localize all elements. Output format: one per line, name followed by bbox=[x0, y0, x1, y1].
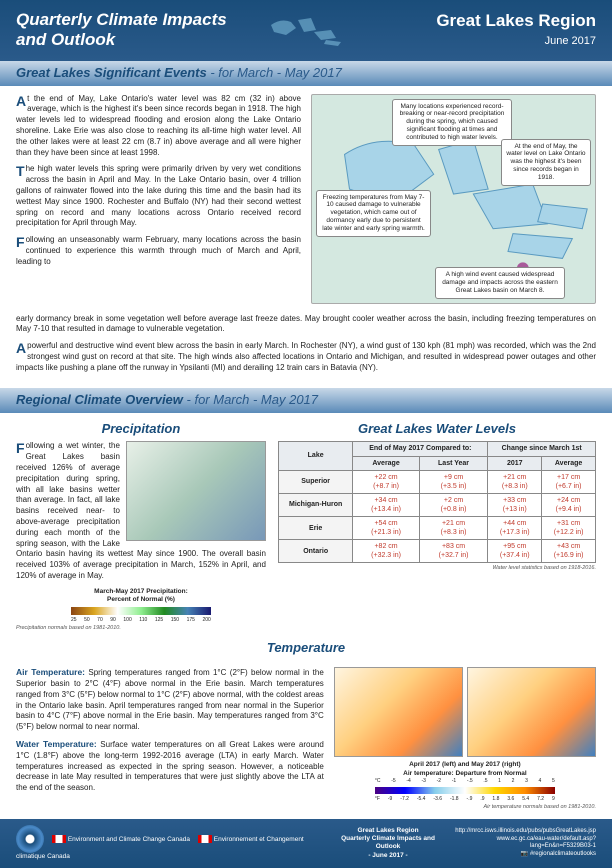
precip-caption: March-May 2017 Precipitation: Percent of… bbox=[16, 588, 266, 605]
th-change: Change since March 1st bbox=[488, 442, 596, 456]
table-row: Superior+22 cm(+8.7 in)+9 cm(+3.5 in)+21… bbox=[278, 470, 595, 493]
events-map-col: Many locations experienced record-breaki… bbox=[311, 94, 596, 304]
doc-title: Quarterly Climate Impacts and Outlook bbox=[16, 10, 227, 51]
sec2-title: Regional Climate Overview bbox=[16, 392, 183, 407]
footer-url1[interactable]: http://mrcc.isws.illinois.edu/pubs/pubsG… bbox=[443, 828, 596, 836]
precip-block: Precipitation Following a wet winter, th… bbox=[16, 421, 266, 633]
th-ly: Last Year bbox=[419, 456, 488, 470]
callout-wind: A high wind event caused widespread dama… bbox=[435, 267, 565, 298]
footer-url2[interactable]: www.ec.gc.ca/eau-water/default.asp?lang=… bbox=[443, 836, 596, 852]
events-text-col: At the end of May, Lake Ontario's water … bbox=[16, 94, 301, 304]
table-row: Michigan-Huron+34 cm(+13.4 in)+2 cm(+0.8… bbox=[278, 493, 595, 516]
th-avg: Average bbox=[353, 456, 419, 470]
events-p4: A powerful and destructive wind event bl… bbox=[16, 341, 596, 373]
events-p3-rest: early dormancy break in some vegetation … bbox=[16, 314, 596, 336]
levels-table: Lake End of May 2017 Compared to: Change… bbox=[278, 441, 596, 563]
footer-right: http://mrcc.isws.illinois.edu/pubs/pubsG… bbox=[443, 828, 596, 859]
canada-logos: Environment and Climate Change Canada En… bbox=[16, 836, 304, 860]
table-row: Lake End of May 2017 Compared to: Change… bbox=[278, 442, 595, 456]
noaa-logo-icon bbox=[16, 825, 44, 853]
th-compared: End of May 2017 Compared to: bbox=[353, 442, 488, 456]
footer-center: Great Lakes Region Quarterly Climate Imp… bbox=[333, 827, 444, 861]
temp-ticks-c: °C-5-4-3-2-1-.5.512345 bbox=[375, 778, 555, 785]
section-events-title: Great Lakes Significant Events - for Mar… bbox=[0, 61, 612, 86]
events-content: At the end of May, Lake Ontario's water … bbox=[0, 86, 612, 312]
temp-map-pair bbox=[334, 667, 596, 757]
temp-air-para: Air Temperature: Spring temperatures ran… bbox=[16, 667, 324, 733]
region-name: Great Lakes Region bbox=[436, 10, 596, 32]
events-p1: At the end of May, Lake Ontario's water … bbox=[16, 94, 301, 159]
canada-flag-icon bbox=[52, 835, 66, 843]
events-p2: The high water levels this spring were p… bbox=[16, 164, 301, 229]
levels-title: Great Lakes Water Levels bbox=[278, 421, 596, 438]
temp-footnote: Air temperature normals based on 1981-20… bbox=[334, 804, 596, 811]
temp-caption: April 2017 (left) and May 2017 (right) A… bbox=[334, 761, 596, 778]
table-row: Erie+54 cm(+21.3 in)+21 cm(+8.3 in)+44 c… bbox=[278, 517, 595, 540]
temp-ticks-f: °F-9-7.2-5.4-3.6-1.8-.9.91.83.65.47.29 bbox=[375, 796, 555, 803]
temp-legend bbox=[375, 787, 555, 794]
callout-freeze: Freezing temperatures from May 7-10 caus… bbox=[316, 190, 431, 237]
temp-row: Air Temperature: Spring temperatures ran… bbox=[0, 661, 612, 819]
levels-footnote: Water level statistics based on 1918-201… bbox=[278, 565, 596, 572]
header-right: Great Lakes Region June 2017 bbox=[436, 10, 596, 48]
title-line1: Quarterly Climate Impacts bbox=[16, 10, 227, 30]
table-row: Ontario+82 cm(+32.3 in)+83 cm(+32.7 in)+… bbox=[278, 540, 595, 563]
th-avgc: Average bbox=[542, 456, 596, 470]
temp-text: Air Temperature: Spring temperatures ran… bbox=[16, 667, 324, 811]
precip-ticks: 25507090100110125150175200 bbox=[71, 617, 211, 624]
levels-block: Great Lakes Water Levels Lake End of May… bbox=[278, 421, 596, 633]
footer-hashtag: 📷 #regionalclimateoutlooks bbox=[443, 851, 596, 859]
callout-ontario: At the end of May, the water level on La… bbox=[501, 139, 591, 186]
sec1-sub: - for March - May 2017 bbox=[207, 65, 342, 80]
th-2017: 2017 bbox=[488, 456, 542, 470]
temp-map-may bbox=[467, 667, 596, 757]
footer-left: Environment and Climate Change Canada En… bbox=[16, 825, 333, 861]
precip-title: Precipitation bbox=[16, 421, 266, 438]
sec1-title: Great Lakes Significant Events bbox=[16, 65, 207, 80]
page-header: Quarterly Climate Impacts and Outlook Gr… bbox=[0, 0, 612, 61]
section-overview-title: Regional Climate Overview - for March - … bbox=[0, 388, 612, 413]
events-p3-partial: Following an unseasonably warm February,… bbox=[16, 235, 301, 267]
events-map: Many locations experienced record-breaki… bbox=[311, 94, 596, 304]
events-overflow: early dormancy break in some vegetation … bbox=[0, 312, 612, 388]
th-lake: Lake bbox=[278, 442, 352, 470]
canada-flag-icon bbox=[198, 835, 212, 843]
temp-title: Temperature bbox=[0, 640, 612, 657]
page-footer: Environment and Climate Change Canada En… bbox=[0, 819, 612, 867]
issue-date: June 2017 bbox=[436, 34, 596, 48]
overview-row: Precipitation Following a wet winter, th… bbox=[0, 413, 612, 641]
great-lakes-icon bbox=[266, 10, 346, 50]
precip-footnote: Precipitation normals based on 1981-2010… bbox=[16, 625, 266, 632]
precip-legend bbox=[71, 607, 211, 615]
temp-map-april bbox=[334, 667, 463, 757]
callout-precip: Many locations experienced record-breaki… bbox=[392, 99, 512, 146]
title-line2: and Outlook bbox=[16, 30, 227, 50]
temp-water-para: Water Temperature: Surface water tempera… bbox=[16, 739, 324, 794]
precip-map bbox=[126, 441, 266, 541]
sec2-sub: - for March - May 2017 bbox=[183, 392, 318, 407]
temp-maps-block: April 2017 (left) and May 2017 (right) A… bbox=[334, 667, 596, 811]
